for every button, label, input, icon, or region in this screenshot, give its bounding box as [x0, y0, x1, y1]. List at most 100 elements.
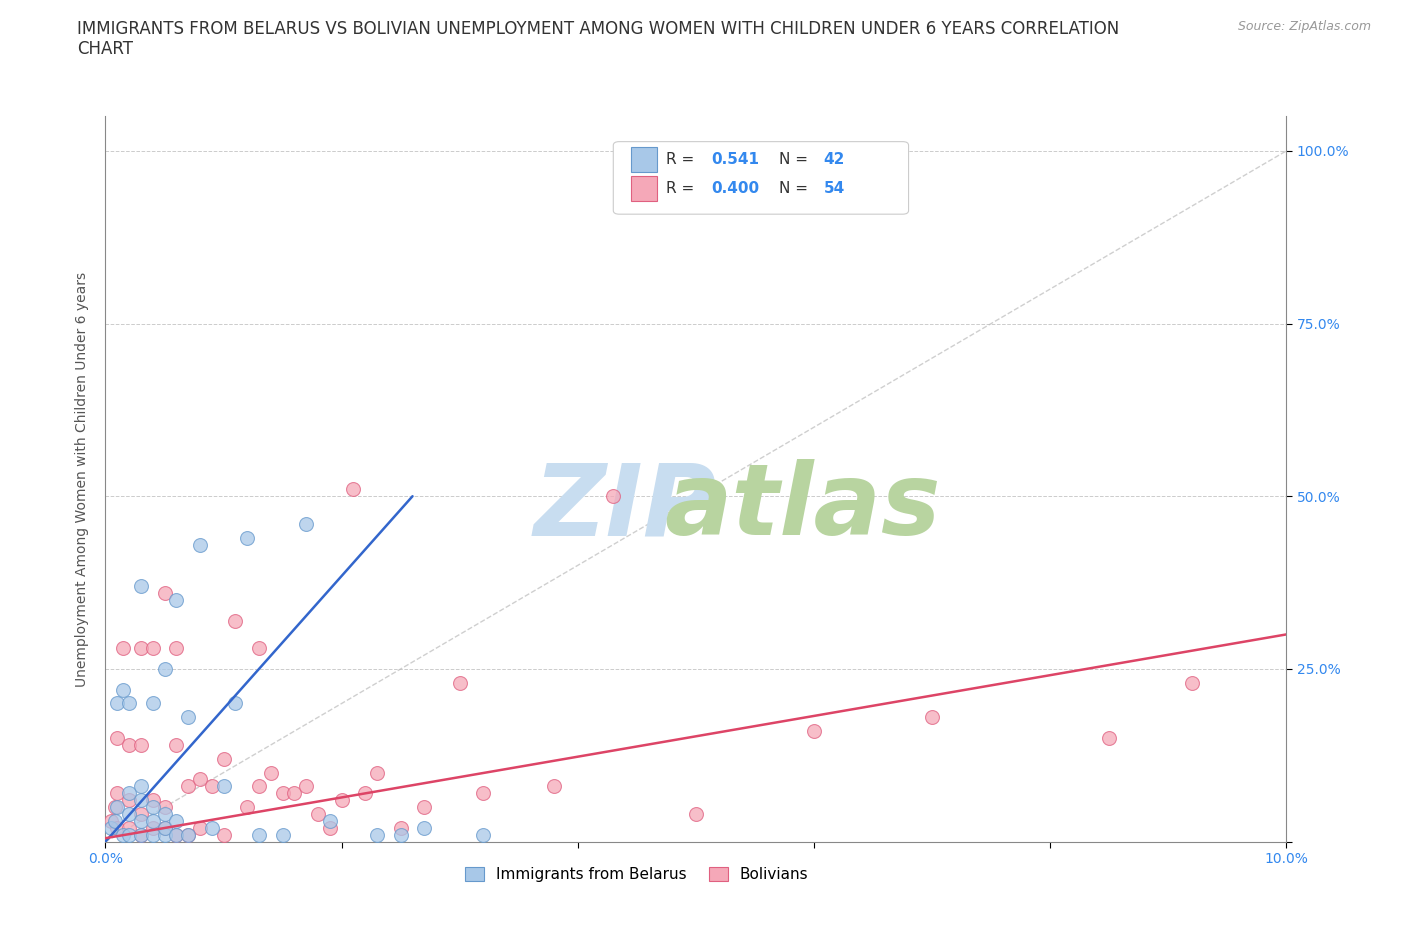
Legend: Immigrants from Belarus, Bolivians: Immigrants from Belarus, Bolivians [460, 861, 814, 888]
Point [105, 786, 128, 801]
Point [112, 828, 135, 843]
Point [319, 820, 342, 835]
Point [118, 786, 141, 801]
Point [129, 814, 152, 829]
Point [212, 751, 235, 766]
Point [295, 516, 318, 531]
Point [105, 820, 128, 835]
Point [283, 786, 305, 801]
Point [153, 820, 176, 835]
Point [366, 765, 388, 780]
Text: 0.541: 0.541 [711, 153, 759, 167]
Point [472, 786, 495, 801]
Point [142, 792, 165, 807]
Point [236, 800, 259, 815]
Point [118, 820, 141, 835]
Text: atlas: atlas [664, 459, 941, 556]
Point [1098, 731, 1121, 746]
Text: 54: 54 [824, 181, 845, 196]
Point [153, 586, 176, 601]
Point [413, 820, 436, 835]
Point [105, 731, 128, 746]
Text: CHART: CHART [77, 40, 134, 58]
Y-axis label: Unemployment Among Women with Children Under 6 years: Unemployment Among Women with Children U… [76, 272, 90, 686]
Point [118, 737, 141, 752]
Point [188, 772, 211, 787]
Point [921, 710, 943, 724]
Text: Source: ZipAtlas.com: Source: ZipAtlas.com [1237, 20, 1371, 33]
Point [260, 765, 283, 780]
Point [366, 828, 388, 843]
Point [129, 792, 152, 807]
Point [224, 613, 246, 628]
Point [224, 696, 246, 711]
Point [177, 779, 200, 794]
Text: R =: R = [666, 153, 700, 167]
Point [153, 800, 176, 815]
Point [100, 814, 122, 829]
Point [307, 806, 329, 821]
Point [165, 592, 187, 607]
Bar [631, 176, 657, 202]
Text: ZIP: ZIP [534, 459, 717, 556]
Point [413, 800, 436, 815]
Point [129, 578, 152, 593]
Point [100, 820, 122, 835]
Text: R =: R = [666, 181, 700, 196]
Point [602, 489, 624, 504]
Text: IMMIGRANTS FROM BELARUS VS BOLIVIAN UNEMPLOYMENT AMONG WOMEN WITH CHILDREN UNDER: IMMIGRANTS FROM BELARUS VS BOLIVIAN UNEM… [77, 20, 1119, 38]
Point [295, 779, 318, 794]
Point [201, 820, 224, 835]
FancyBboxPatch shape [613, 141, 908, 214]
Point [188, 820, 211, 835]
Point [105, 800, 128, 815]
Point [129, 779, 152, 794]
Point [153, 820, 176, 835]
Point [112, 641, 135, 656]
Point [142, 814, 165, 829]
Point [129, 828, 152, 843]
Point [472, 828, 495, 843]
Point [129, 737, 152, 752]
Point [142, 828, 165, 843]
Point [188, 538, 211, 552]
Point [543, 779, 565, 794]
Point [803, 724, 825, 738]
Text: N =: N = [779, 153, 813, 167]
Point [129, 806, 152, 821]
Point [112, 683, 135, 698]
Point [153, 828, 176, 843]
Text: 42: 42 [824, 153, 845, 167]
Point [104, 800, 127, 815]
Point [177, 710, 200, 724]
Point [105, 696, 128, 711]
Point [201, 779, 224, 794]
Point [236, 530, 259, 545]
Point [247, 641, 270, 656]
Point [733, 171, 755, 186]
Point [129, 828, 152, 843]
Point [271, 786, 294, 801]
Bar [631, 147, 657, 172]
Point [142, 800, 165, 815]
Point [142, 820, 165, 835]
Point [685, 806, 707, 821]
Point [177, 828, 200, 843]
Point [153, 661, 176, 676]
Point [354, 786, 377, 801]
Point [330, 792, 353, 807]
Point [247, 828, 270, 843]
Point [1181, 675, 1204, 690]
Point [104, 814, 127, 829]
Point [212, 828, 235, 843]
Point [165, 737, 187, 752]
Point [165, 828, 187, 843]
Point [129, 641, 152, 656]
Point [271, 828, 294, 843]
Text: 0.400: 0.400 [711, 181, 759, 196]
Point [165, 641, 187, 656]
Point [118, 806, 141, 821]
Point [449, 675, 471, 690]
Point [389, 820, 412, 835]
Point [118, 792, 141, 807]
